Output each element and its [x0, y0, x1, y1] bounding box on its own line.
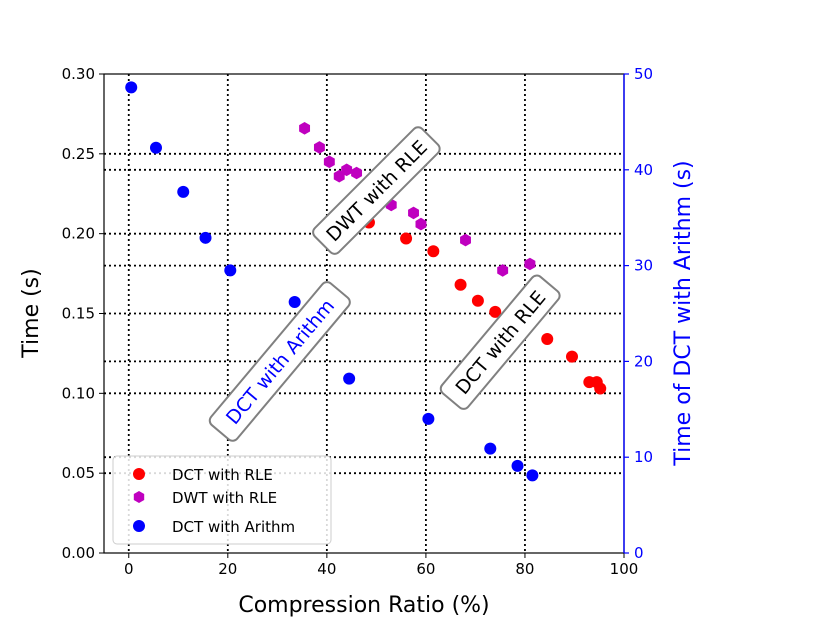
y-tick-label: 0.10 [62, 384, 95, 402]
legend-box [112, 455, 332, 545]
data-point-series-1 [408, 206, 419, 220]
data-point-series-1 [524, 257, 536, 271]
y2-tick-label: 0 [634, 544, 644, 562]
legend-label-dct-rle: DCT with RLE [172, 466, 273, 484]
y-tick-label: 0.25 [62, 145, 95, 163]
data-point-series-0 [427, 245, 440, 258]
y2-tick-label: 30 [634, 257, 653, 275]
data-point-series-2 [511, 459, 524, 472]
data-point-series-2 [343, 372, 356, 385]
y2-tick-label: 20 [634, 352, 653, 370]
legend-label-dwt-rle: DWT with RLE [172, 489, 277, 507]
legend-label-dct-arithm: DCT with Arithm [172, 518, 295, 536]
data-point-series-2 [288, 296, 301, 309]
data-point-series-0 [566, 350, 578, 363]
y2-axis-label: Time of DCT with Arithm (s) [671, 160, 696, 466]
x-tick-label: 40 [317, 560, 336, 578]
data-point-series-2 [484, 442, 497, 455]
y2-tick-label: 40 [634, 161, 653, 179]
data-point-series-1 [313, 141, 325, 154]
legend: DCT with RLE DWT with RLE DCT with Arith… [112, 455, 332, 545]
legend-marker-dwt-rle [133, 491, 145, 503]
annotation: DWT with RLE [312, 126, 441, 255]
data-point-series-1 [299, 121, 311, 135]
data-point-series-0 [489, 305, 502, 318]
y-tick-label: 0.05 [62, 464, 95, 482]
data-point-series-2 [526, 469, 539, 482]
y-axis-label: Time (s) [19, 268, 44, 358]
x-tick-label: 20 [218, 560, 237, 578]
data-point-series-2 [125, 81, 138, 94]
data-point-series-1 [323, 155, 335, 169]
legend-marker-dct-arithm [133, 520, 145, 532]
annotation-text: DCT with RLE [451, 287, 550, 399]
annotation-box [439, 274, 561, 410]
annotation-box [208, 281, 351, 442]
data-point-series-2 [177, 185, 190, 198]
annotation-text: DWT with RLE [322, 136, 432, 246]
annotation-box [312, 126, 441, 255]
y-tick-label: 0.20 [62, 225, 95, 243]
y-tick-label: 0.00 [62, 544, 95, 562]
data-point-series-1 [351, 166, 363, 180]
legend-marker-dct-rle [133, 468, 145, 480]
data-point-series-1 [460, 233, 471, 247]
data-point-series-2 [199, 231, 212, 244]
y-tick-label: 0.30 [62, 65, 95, 83]
data-point-series-1 [415, 217, 427, 231]
y-tick-label: 0.15 [62, 305, 95, 323]
x-axis-label: Compression Ratio (%) [238, 593, 489, 618]
x-tick-label: 0 [124, 560, 134, 578]
data-point-series-0 [541, 333, 554, 346]
x-tick-label: 80 [515, 560, 534, 578]
axis-ticks: 0 20 40 60 80 1000.000.050.100.150.200.250.30… [62, 65, 654, 578]
data-point-series-2 [422, 412, 435, 425]
data-point-series-2 [224, 264, 237, 277]
data-point-series-1 [341, 163, 353, 177]
data-point-series-0 [454, 278, 467, 291]
grid-lines [104, 74, 624, 553]
data-point-series-0 [471, 294, 484, 307]
data-point-series-0 [594, 382, 607, 395]
data-point-series-2 [150, 141, 162, 154]
x-tick-label: 60 [416, 560, 435, 578]
data-point-series-0 [400, 232, 413, 245]
data-point-series-1 [497, 264, 509, 277]
y2-tick-label: 50 [634, 65, 653, 83]
x-tick-label: 100 [610, 560, 639, 578]
y2-tick-label: 10 [634, 448, 653, 466]
